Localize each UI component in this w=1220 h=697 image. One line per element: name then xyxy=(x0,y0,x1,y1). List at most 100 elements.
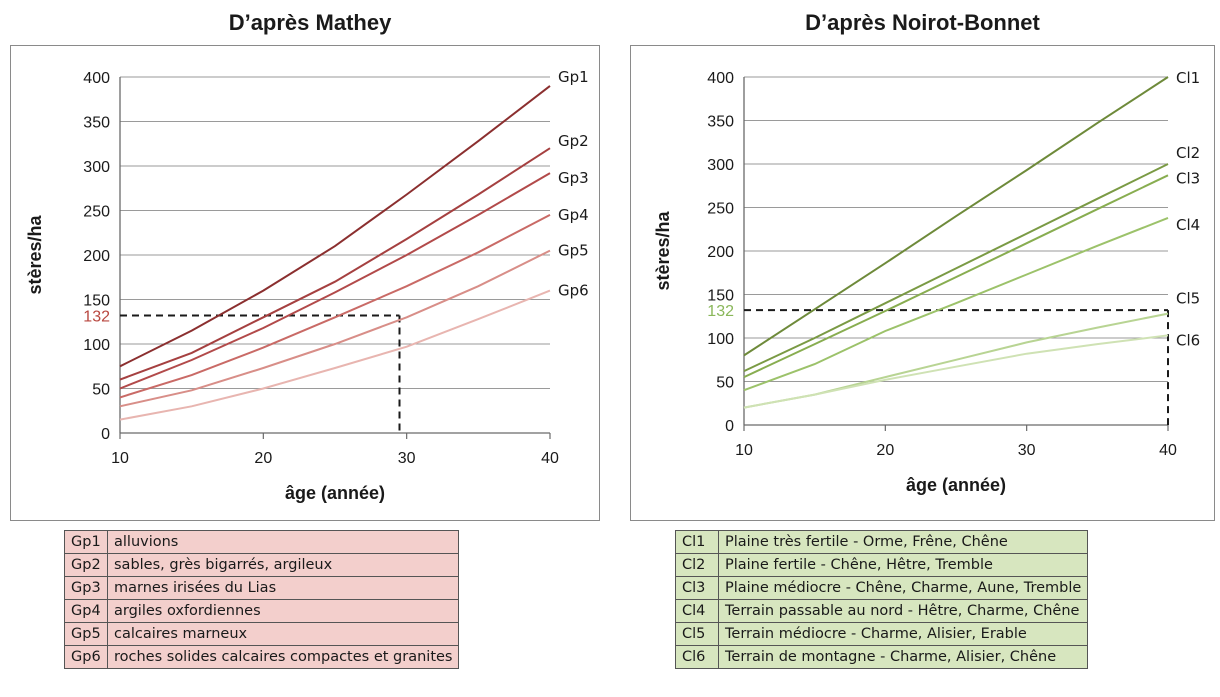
y-axis-title: stères/ha xyxy=(653,210,673,290)
chart-panel-left: 0 50 100 150 200 250 300 350 400 10 20 30 40 âge (ann… xyxy=(10,45,600,521)
x-tick-label: 40 xyxy=(541,450,559,467)
legend-row: Gp2 sables, grès bigarrés, argileux xyxy=(64,553,460,577)
y-tick-label: 300 xyxy=(707,157,734,174)
x-axis-title: âge (année) xyxy=(906,475,1006,495)
y-tick-label: 150 xyxy=(707,288,734,305)
legend-code: Gp4 xyxy=(64,599,108,623)
legend-row: Cl4 Terrain passable au nord - Hêtre, Cha… xyxy=(675,599,1089,623)
legend-code: Cl4 xyxy=(675,599,719,623)
series-line-gp6 xyxy=(119,289,551,421)
legend-code: Cl3 xyxy=(675,576,719,600)
y-tick-label: 400 xyxy=(707,70,734,87)
series-line-cl5 xyxy=(743,312,1169,409)
series-line-cl6 xyxy=(743,334,1169,409)
legend-row: Cl2 Plaine fertile - Chêne, Hêtre, Trembl… xyxy=(675,553,1089,577)
chart-right: 0 50 100 150 200 250 300 350 400 10 20 30 40 âge (ann… xyxy=(653,69,1200,495)
legend-row: Gp5 calcaires marneux xyxy=(64,622,460,646)
series-line-gp1 xyxy=(119,85,551,368)
legend-description: roches solides calcaires compactes et gr… xyxy=(106,645,460,669)
series-label-gp3: Gp3 xyxy=(558,169,589,187)
legend-row: Gp6 roches solides calcaires compactes et… xyxy=(64,645,460,669)
y-tick-label: 0 xyxy=(725,418,734,435)
legend-description: alluvions xyxy=(106,530,460,554)
series-line-cl2 xyxy=(743,163,1169,373)
legend-description: argiles oxfordiennes xyxy=(106,599,460,623)
legend-row: Gp1 alluvions xyxy=(64,530,460,554)
series-label-cl2: Cl2 xyxy=(1176,144,1200,162)
series-label-gp4: Gp4 xyxy=(558,206,589,224)
legend-description: sables, grès bigarrés, argileux xyxy=(106,553,460,577)
x-tick-label: 40 xyxy=(1159,442,1177,459)
legend-code: Cl1 xyxy=(675,530,719,554)
chart-title-left: D’après Mathey xyxy=(228,10,392,35)
legend-code: Gp2 xyxy=(64,553,108,577)
chart-panel-right: 0 50 100 150 200 250 300 350 400 10 20 30 40 âge (ann… xyxy=(630,45,1215,521)
y-tick-label: 250 xyxy=(83,204,110,221)
chart-left: 0 50 100 150 200 250 300 350 400 10 20 30 40 âge (ann… xyxy=(25,68,589,503)
y-tick-label: 400 xyxy=(83,70,110,87)
legend-code: Gp6 xyxy=(64,645,108,669)
legend-code: Cl5 xyxy=(675,622,719,646)
y-tick-label: 350 xyxy=(83,115,110,132)
series-label-gp5: Gp5 xyxy=(558,242,589,260)
legend-row: Cl5 Terrain médiocre - Charme, Alisier, E… xyxy=(675,622,1089,646)
legend-code: Gp5 xyxy=(64,622,108,646)
legend-description: calcaires marneux xyxy=(106,622,460,646)
y-tick-label: 250 xyxy=(707,201,734,218)
legend-description: Plaine médiocre - Chêne, Charme, Aune, T… xyxy=(717,576,1089,600)
chart-title-right: D’après Noirot-Bonnet xyxy=(805,10,1040,35)
series-line-cl1 xyxy=(743,76,1169,357)
highlight-value-label: 132 xyxy=(83,309,110,326)
series-line-cl4 xyxy=(743,216,1169,392)
x-tick-label: 30 xyxy=(1018,442,1036,459)
legend-description: marnes irisées du Lias xyxy=(106,576,460,600)
series-line-cl3 xyxy=(743,174,1169,379)
y-tick-label: 0 xyxy=(101,426,110,443)
series-label-cl1: Cl1 xyxy=(1176,69,1200,87)
y-tick-label: 200 xyxy=(707,244,734,261)
y-tick-label: 100 xyxy=(83,337,110,354)
legend-row: Gp4 argiles oxfordiennes xyxy=(64,599,460,623)
legend-description: Terrain passable au nord - Hêtre, Charme… xyxy=(717,599,1089,623)
legend-code: Cl6 xyxy=(675,645,719,669)
y-tick-label: 200 xyxy=(83,248,110,265)
legend-description: Plaine très fertile - Orme, Frêne, Chêne xyxy=(717,530,1089,554)
y-tick-label: 350 xyxy=(707,114,734,131)
legend-code: Gp3 xyxy=(64,576,108,600)
legend-description: Plaine fertile - Chêne, Hêtre, Tremble xyxy=(717,553,1089,577)
y-tick-label: 100 xyxy=(707,331,734,348)
legend-row: Cl3 Plaine médiocre - Chêne, Charme, Aune… xyxy=(675,576,1089,600)
series-label-gp2: Gp2 xyxy=(558,132,589,150)
series-label-cl6: Cl6 xyxy=(1176,331,1200,349)
y-tick-label: 50 xyxy=(92,382,110,399)
series-line-gp4 xyxy=(119,214,551,399)
y-tick-label: 300 xyxy=(83,159,110,176)
legend-table-right: Cl1 Plaine très fertile - Orme, Frêne, Ch… xyxy=(675,530,1089,669)
series-line-gp5 xyxy=(119,249,551,408)
y-axis-title: stères/ha xyxy=(25,214,45,294)
series-label-cl4: Cl4 xyxy=(1176,216,1200,234)
y-tick-label: 150 xyxy=(83,293,110,310)
legend-code: Gp1 xyxy=(64,530,108,554)
legend-table-left: Gp1 alluvions Gp2 sables, grès bigarrés, ar… xyxy=(64,530,460,669)
series-label-cl3: Cl3 xyxy=(1176,169,1200,187)
x-tick-label: 10 xyxy=(735,442,753,459)
x-tick-label: 20 xyxy=(254,450,272,467)
series-line-gp3 xyxy=(119,172,551,390)
series-label-gp6: Gp6 xyxy=(558,282,589,300)
legend-code: Cl2 xyxy=(675,553,719,577)
highlight-value-label: 132 xyxy=(707,303,734,320)
legend-row: Cl1 Plaine très fertile - Orme, Frêne, Ch… xyxy=(675,530,1089,554)
legend-row: Cl6 Terrain de montagne - Charme, Alisier… xyxy=(675,645,1089,669)
x-axis-title: âge (année) xyxy=(285,483,385,503)
legend-description: Terrain médiocre - Charme, Alisier, Erab… xyxy=(717,622,1089,646)
x-tick-label: 20 xyxy=(876,442,894,459)
legend-description: Terrain de montagne - Charme, Alisier, C… xyxy=(717,645,1089,669)
series-label-gp1: Gp1 xyxy=(558,68,589,86)
x-tick-label: 30 xyxy=(398,450,416,467)
series-line-gp2 xyxy=(119,147,551,381)
y-tick-label: 50 xyxy=(716,375,734,392)
x-tick-label: 10 xyxy=(111,450,129,467)
series-label-cl5: Cl5 xyxy=(1176,290,1200,308)
legend-row: Gp3 marnes irisées du Lias xyxy=(64,576,460,600)
